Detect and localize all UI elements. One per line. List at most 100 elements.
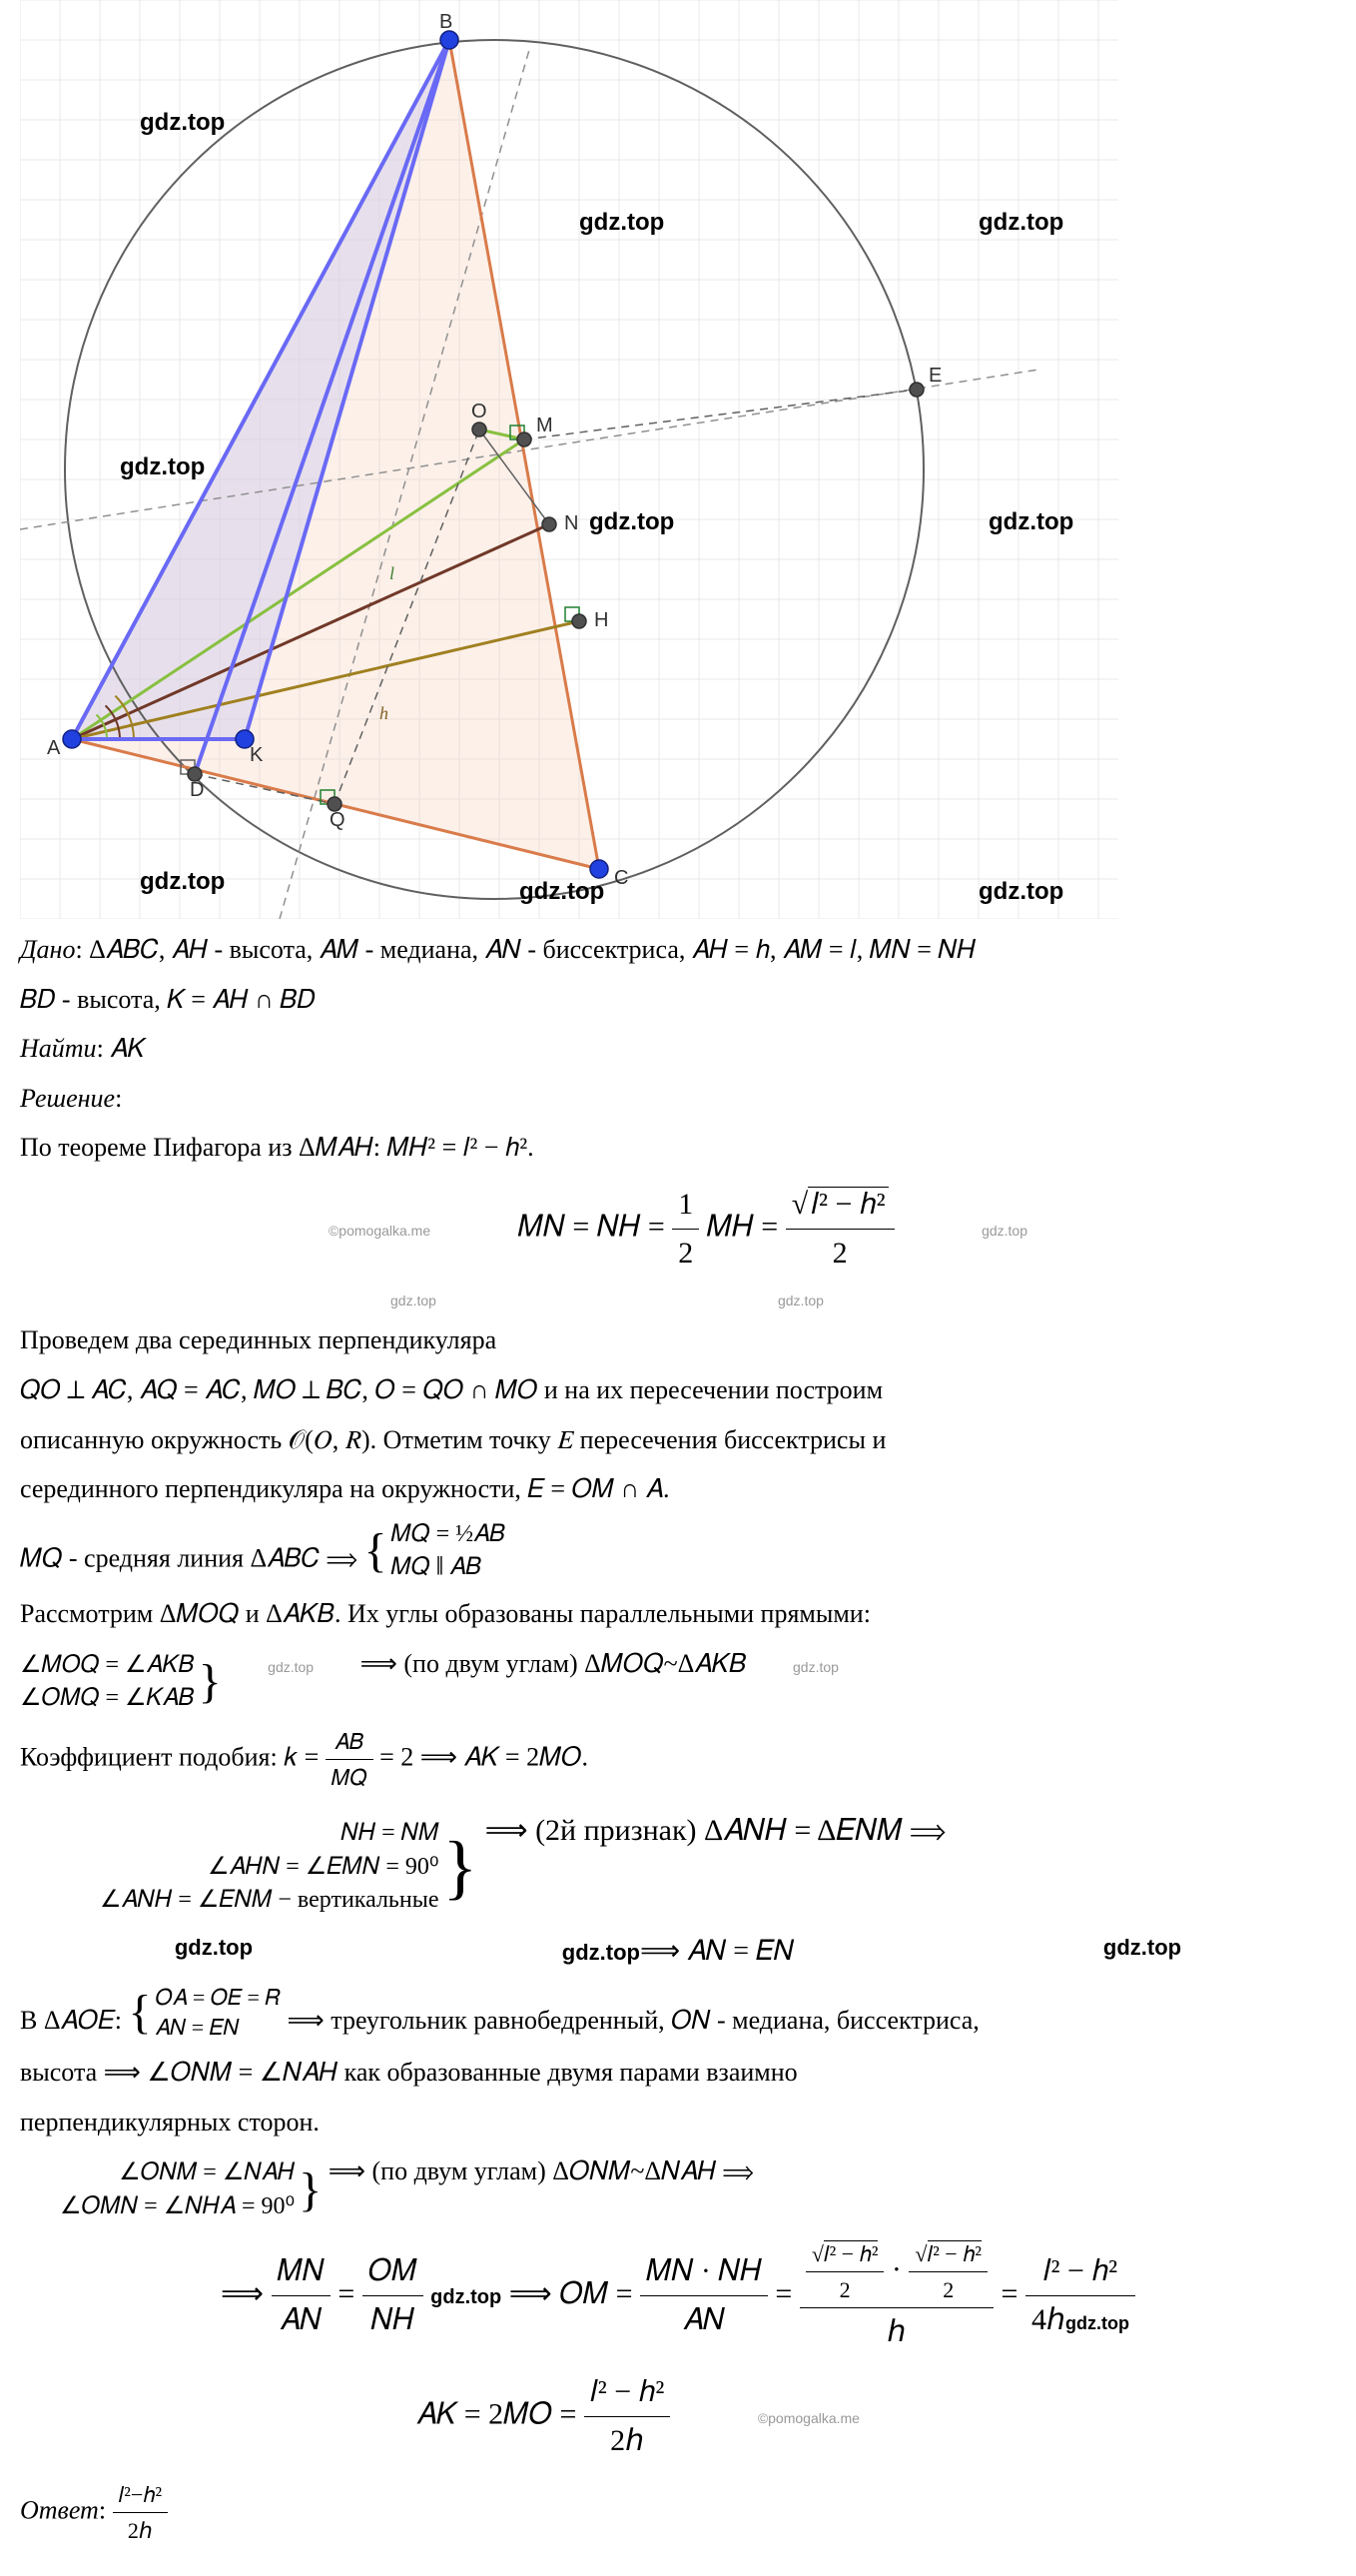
eq1-f2-den: 2: [786, 1230, 895, 1278]
n: 𝑙² − ℎ²: [1025, 2247, 1135, 2296]
case3: 𝑁𝐻 = 𝑁𝑀 ∠𝐴𝐻𝑁 = ∠𝐸𝑀𝑁 = 90⁰ ∠𝐴𝑁𝐻 = ∠𝐸𝑁𝑀 − …: [100, 1817, 477, 1918]
case4-l1: 𝑂𝐴 = 𝑂𝐸 = 𝑅: [156, 1983, 282, 2014]
wm: ©pomogalka.me: [758, 2407, 860, 2429]
case4: { 𝑂𝐴 = 𝑂𝐸 = 𝑅 𝐴𝑁 = 𝐸𝑁: [128, 1983, 281, 2045]
svg-text:Q: Q: [330, 809, 345, 831]
p9b: = 2 ⟹ 𝐴𝐾 = 2𝑀𝑂.: [379, 1742, 588, 1771]
p12b: ⟹ треугольник равнобедренный, 𝑂𝑁 - медиа…: [288, 2005, 980, 2034]
n: √𝑙² − ℎ² 2 · √𝑙² − ℎ² 2: [800, 2236, 994, 2308]
case5-body: ∠𝑂𝑁𝑀 = ∠𝑁𝐴𝐻 ∠𝑂𝑀𝑁 = ∠𝑁𝐻𝐴 = 90⁰: [60, 2156, 295, 2223]
eq1-mid: 𝑀𝐻 =: [707, 1210, 778, 1243]
p10: ⟹ (2й признак) Δ𝐴𝑁𝐻 = Δ𝐸𝑁𝑀 ⟹: [485, 1814, 947, 1847]
svg-text:C: C: [614, 867, 628, 889]
find-text: : 𝐴𝐾: [97, 1034, 146, 1063]
p9-num: 𝐴𝐵: [326, 1724, 373, 1760]
case5-row: ∠𝑂𝑁𝑀 = ∠𝑁𝐴𝐻 ∠𝑂𝑀𝑁 = ∠𝑁𝐻𝐴 = 90⁰ } ⟹ (по дв…: [20, 2150, 1336, 2223]
case2: ∠𝑀𝑂𝑄 = ∠𝐴𝐾𝐵 ∠𝑂𝑀𝑄 = ∠𝐾𝐴𝐵 }: [20, 1649, 222, 1716]
svg-text:gdz.top: gdz.top: [120, 453, 205, 480]
answer-row: Ответ: 𝑙²−ℎ² 2ℎ: [20, 2477, 1336, 2548]
d: 4ℎgdz.top: [1025, 2296, 1135, 2344]
case1-body: 𝑀𝑄 = ½𝐴𝐵 𝑀𝑄 ∥ 𝐴𝐵: [391, 1518, 506, 1585]
brace-icon: {: [363, 1527, 386, 1575]
d: 𝐴𝑁: [640, 2296, 768, 2344]
case1: { 𝑀𝑄 = ½𝐴𝐵 𝑀𝑄 ∥ 𝐴𝐵: [363, 1518, 505, 1585]
eq1-frac2: √𝑙² − ℎ² 2: [786, 1181, 895, 1278]
case3-body: 𝑁𝐻 = 𝑁𝑀 ∠𝐴𝐻𝑁 = ∠𝐸𝑀𝑁 = 90⁰ ∠𝐴𝑁𝐻 = ∠𝐸𝑁𝑀 − …: [100, 1817, 439, 1918]
p6: 𝑀𝑄 - средняя линия Δ𝐴𝐵𝐶 ⟹: [20, 1543, 357, 1572]
case5-l1: ∠𝑂𝑁𝑀 = ∠𝑁𝐴𝐻: [60, 2156, 295, 2190]
n: 𝑙²−ℎ²: [113, 2477, 169, 2513]
answer-label: Ответ: [20, 2496, 99, 2525]
eq3-a: 𝐴𝐾 = 2𝑀𝑂 =: [416, 2397, 576, 2430]
wm: gdz.top: [268, 1656, 314, 1678]
wm: gdz.top: [778, 1289, 824, 1311]
eq2-f5: 𝑙² − ℎ² 4ℎgdz.top: [1025, 2247, 1135, 2344]
case2-row: ∠𝑀𝑂𝑄 = ∠𝐴𝐾𝐵 ∠𝑂𝑀𝑄 = ∠𝐾𝐴𝐵 } gdz.top ⟹ (по …: [20, 1643, 1336, 1716]
eq2-f2: 𝑂𝑀 𝑁𝐻: [362, 2247, 423, 2344]
eq1-f2-num: √𝑙² − ℎ²: [786, 1181, 895, 1230]
svg-text:gdz.top: gdz.top: [589, 508, 674, 535]
svg-text:gdz.top: gdz.top: [140, 868, 225, 895]
case2-body: ∠𝑀𝑂𝑄 = ∠𝐴𝐾𝐵 ∠𝑂𝑀𝑄 = ∠𝐾𝐴𝐵: [20, 1649, 195, 1716]
eq2-d: =: [775, 2277, 792, 2310]
watermark-gdz: gdz.top: [982, 1220, 1027, 1242]
eq2-c: ⟹ 𝑂𝑀 =: [509, 2277, 633, 2310]
p12a: В Δ𝐴𝑂𝐸:: [20, 2005, 122, 2034]
solution-colon: :: [115, 1084, 122, 1113]
case3-row: 𝑁𝐻 = 𝑁𝑀 ∠𝐴𝐻𝑁 = ∠𝐸𝑀𝑁 = 90⁰ ∠𝐴𝑁𝐻 = ∠𝐸𝑁𝑀 − …: [20, 1807, 1336, 1918]
page: BACDKQHNMOElhgdz.topgdz.topgdz.topgdz.to…: [0, 0, 1356, 2576]
p3: 𝑄𝑂 ⊥ 𝐴𝐶, 𝐴𝑄 = 𝐴𝐶, 𝑀𝑂 ⊥ 𝐵𝐶, 𝑂 = 𝑄𝑂 ∩ 𝑀𝑂 и…: [20, 1369, 1336, 1411]
p6-row: 𝑀𝑄 - средняя линия Δ𝐴𝐵𝐶 ⟹ { 𝑀𝑄 = ½𝐴𝐵 𝑀𝑄 …: [20, 1518, 1336, 1585]
svg-text:gdz.top: gdz.top: [579, 209, 664, 236]
wm: gdz.top: [793, 1656, 839, 1678]
answer-frac: 𝑙²−ℎ² 2ℎ: [113, 2477, 169, 2548]
watermark-row-1: gdz.top gdz.top: [20, 1289, 1336, 1311]
case3-l3: ∠𝐴𝑁𝐻 = ∠𝐸𝑁𝑀 − вертикальные: [100, 1884, 439, 1918]
d: 2ℎ: [113, 2513, 169, 2548]
p9-den: 𝑀𝑄: [326, 1760, 373, 1795]
case2-l2: ∠𝑂𝑀𝑄 = ∠𝐾𝐴𝐵: [20, 1682, 195, 1716]
p4: описанную окружность 𝒪(𝑂, 𝑅). Отметим то…: [20, 1419, 1336, 1461]
p9-frac: 𝐴𝐵 𝑀𝑄: [326, 1724, 373, 1795]
p1: По теореме Пифагора из Δ𝑀𝐴𝐻: 𝑀𝐻² = 𝑙² − …: [20, 1127, 1336, 1169]
given-text-1: : Δ𝐴𝐵𝐶, 𝐴𝐻 - высота, 𝐴𝑀 - медиана, 𝐴𝑁 - …: [75, 935, 976, 964]
p11: ⟹ 𝐴𝑁 = 𝐸𝑁: [640, 1936, 794, 1967]
given-label: Дано: [20, 935, 75, 964]
svg-text:gdz.top: gdz.top: [140, 109, 225, 136]
find-line: Найти: 𝐴𝐾: [20, 1028, 1336, 1070]
case2-l1: ∠𝑀𝑂𝑄 = ∠𝐴𝐾𝐵: [20, 1649, 195, 1683]
svg-text:O: O: [471, 401, 487, 423]
eq2-a: ⟹: [221, 2277, 264, 2310]
solution-line: Решение:: [20, 1078, 1336, 1120]
given-line-1: Дано: Δ𝐴𝐵𝐶, 𝐴𝐻 - высота, 𝐴𝑀 - медиана, 𝐴…: [20, 929, 1336, 971]
p8: ⟹ (по двум углам) Δ𝑀𝑂𝑄~Δ𝐴𝐾𝐵: [360, 1649, 747, 1678]
solution-label: Решение: [20, 1084, 115, 1113]
p15: ⟹ (по двум углам) Δ𝑂𝑁𝑀~Δ𝑁𝐴𝐻 ⟹: [329, 2156, 754, 2185]
find-label: Найти: [20, 1034, 97, 1063]
eq1-f1-den: 2: [672, 1230, 699, 1278]
p2: Проведем два серединных перпендикуляра: [20, 1319, 1336, 1361]
svg-text:E: E: [929, 365, 942, 387]
p7: Рассмотрим Δ𝑀𝑂𝑄 и Δ𝐴𝐾𝐵. Их углы образова…: [20, 1593, 1336, 1635]
eq2-e: =: [1002, 2277, 1018, 2310]
case4-body: 𝑂𝐴 = 𝑂𝐸 = 𝑅 𝐴𝑁 = 𝐸𝑁: [156, 1983, 282, 2045]
watermark-pomogalka: ©pomogalka.me: [329, 1220, 430, 1242]
svg-text:H: H: [594, 609, 608, 631]
equation-1: ©pomogalka.me 𝑀𝑁 = 𝑁𝐻 = 1 2 𝑀𝐻 = √𝑙² − ℎ…: [20, 1181, 1336, 1278]
eq2-f1: 𝑀𝑁 𝐴𝑁: [272, 2247, 331, 2344]
d: 𝑁𝐻: [362, 2296, 423, 2344]
p13: высота ⟹ ∠𝑂𝑁𝑀 = ∠𝑁𝐴𝐻 как образованные дв…: [20, 2052, 1336, 2094]
p9a: Коэффициент подобия: 𝑘 =: [20, 1742, 319, 1771]
d: ℎ: [800, 2308, 994, 2356]
wm: gdz.top: [390, 1289, 436, 1311]
svg-text:gdz.top: gdz.top: [519, 878, 604, 905]
brace-icon: }: [443, 1831, 478, 1903]
p14: перпендикулярных сторон.: [20, 2102, 1336, 2144]
brace-icon: }: [199, 1658, 222, 1706]
n: 𝑀𝑁 · 𝑁𝐻: [640, 2247, 768, 2296]
p9-row: Коэффициент подобия: 𝑘 = 𝐴𝐵 𝑀𝑄 = 2 ⟹ 𝐴𝐾 …: [20, 1724, 1336, 1795]
svg-text:gdz.top: gdz.top: [979, 878, 1063, 905]
svg-text:N: N: [564, 512, 578, 534]
eq2-f3: 𝑀𝑁 · 𝑁𝐻 𝐴𝑁: [640, 2247, 768, 2344]
svg-text:K: K: [250, 744, 264, 766]
